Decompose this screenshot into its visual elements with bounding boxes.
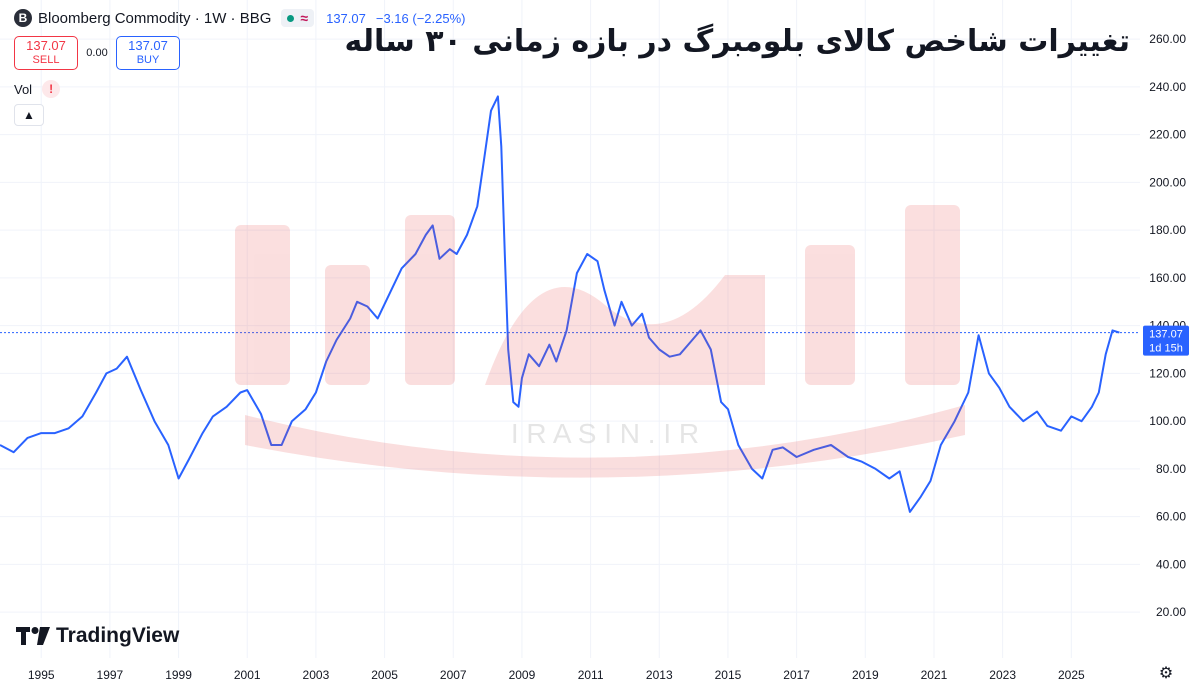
y-tick-label: 200.00 <box>1149 175 1186 189</box>
market-status[interactable]: ≈ <box>281 9 315 27</box>
x-tick-label: 2023 <box>989 668 1016 682</box>
last-price-marker-box <box>1143 325 1189 356</box>
trade-panel: 137.07 SELL 0.00 137.07 BUY <box>14 36 180 70</box>
warning-icon[interactable]: ! <box>42 80 61 98</box>
x-tick-label: 2017 <box>783 668 810 682</box>
x-tick-label: 2021 <box>921 668 948 682</box>
header-price: 137.07 <box>326 10 366 26</box>
x-tick-label: 2019 <box>852 668 879 682</box>
buy-label: BUY <box>136 54 160 66</box>
buy-price: 137.07 <box>128 38 168 53</box>
y-tick-label: 100.00 <box>1149 414 1186 428</box>
symbol-header: B Bloomberg Commodity · 1W · BBG ≈ 137.0… <box>14 9 465 27</box>
x-tick-label: 2025 <box>1058 668 1085 682</box>
symbol-logo-icon: B <box>14 9 32 27</box>
settings-icon[interactable]: ⚙ <box>1158 665 1174 682</box>
y-tick-label: 160.00 <box>1149 271 1186 285</box>
tradingview-logo-icon <box>16 627 50 645</box>
tradingview-wordmark: TradingView <box>56 624 180 647</box>
last-price-marker: 137.07 1d 15h <box>1143 325 1189 356</box>
x-tick-label: 2011 <box>578 668 604 682</box>
x-axis-ticks: 1995 1997 1999 2001 2003 2005 2007 2009 2011 2013… <box>28 668 1085 682</box>
y-tick-label: 180.00 <box>1149 223 1186 237</box>
x-tick-label: 2005 <box>371 668 398 682</box>
y-tick-label: 240.00 <box>1149 80 1186 94</box>
y-tick-label: 40.00 <box>1156 557 1186 571</box>
collapse-button[interactable]: ▲ <box>14 104 44 126</box>
x-tick-label: 2009 <box>509 668 536 682</box>
sell-price: 137.07 <box>26 38 66 53</box>
y-axis-ticks: 20.0040.0060.0080.00100.00120.00140.0016… <box>1149 32 1186 619</box>
y-tick-label: 80.00 <box>1156 462 1186 476</box>
x-tick-label: 1995 <box>28 668 55 682</box>
chevron-up-icon: ▲ <box>23 108 35 122</box>
bar-countdown: 1d 15h <box>1149 343 1183 355</box>
last-price-value: 137.07 <box>1149 329 1183 341</box>
spread-value: 0.00 <box>86 47 108 59</box>
sell-label: SELL <box>32 54 60 66</box>
x-tick-label: 1997 <box>97 668 124 682</box>
x-tick-label: 2003 <box>303 668 330 682</box>
market-open-icon <box>287 14 295 22</box>
volume-indicator[interactable]: Vol ! <box>14 80 61 98</box>
x-tick-label: 2013 <box>646 668 673 682</box>
tradingview-logo[interactable]: TradingView <box>16 624 179 648</box>
volume-label: Vol <box>14 81 33 97</box>
symbol-title[interactable]: Bloomberg Commodity · 1W · BBG <box>38 9 272 27</box>
y-tick-label: 120.00 <box>1149 366 1186 380</box>
series-line <box>0 95 1120 513</box>
buy-button[interactable]: 137.07 BUY <box>116 36 180 70</box>
x-tick-label: 2001 <box>234 668 261 682</box>
chart-title-fa: تغییرات شاخص کالای بلومبرگ در بازه زمانی… <box>344 24 1130 59</box>
x-tick-label: 2015 <box>715 668 742 682</box>
chart-grid <box>0 0 1140 658</box>
x-tick-label: 2007 <box>440 668 467 682</box>
x-tick-label: 1999 <box>165 668 192 682</box>
y-tick-label: 220.00 <box>1149 128 1186 142</box>
approx-icon: ≈ <box>300 10 309 26</box>
sell-button[interactable]: 137.07 SELL <box>14 36 78 70</box>
y-tick-label: 20.00 <box>1156 605 1186 619</box>
y-tick-label: 60.00 <box>1156 510 1186 524</box>
y-tick-label: 260.00 <box>1149 32 1186 46</box>
header-change: −3.16 (−2.25%) <box>375 10 466 26</box>
